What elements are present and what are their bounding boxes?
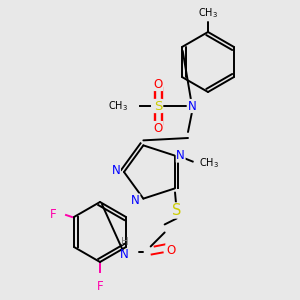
- Text: N: N: [176, 149, 185, 162]
- Text: S: S: [154, 100, 162, 112]
- Text: CH$_3$: CH$_3$: [108, 99, 128, 113]
- Text: O: O: [153, 122, 163, 134]
- Text: N: N: [188, 100, 196, 112]
- Text: CH$_3$: CH$_3$: [199, 157, 219, 170]
- Text: S: S: [172, 203, 181, 218]
- Text: O: O: [153, 77, 163, 91]
- Text: N: N: [112, 164, 120, 176]
- Text: N: N: [131, 194, 140, 207]
- Text: H: H: [121, 238, 128, 248]
- Text: F: F: [50, 208, 56, 221]
- Text: CH$_3$: CH$_3$: [198, 6, 218, 20]
- Text: N: N: [120, 248, 129, 261]
- Text: F: F: [97, 280, 103, 293]
- Text: O: O: [166, 244, 175, 257]
